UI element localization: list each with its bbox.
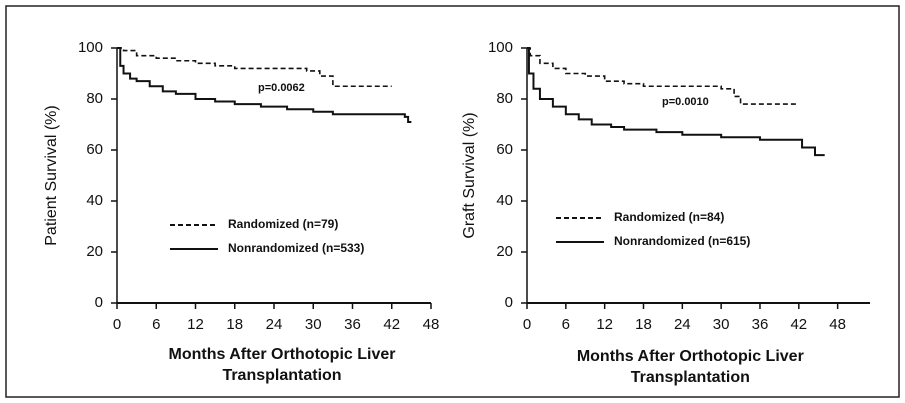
x-tick-label: 0 — [113, 316, 121, 333]
x-tick-label: 36 — [344, 316, 361, 333]
legend-label: Nonrandomized (n=533) — [228, 241, 364, 255]
y-axis-label: Patient Survival (%) — [43, 105, 60, 246]
x-axis-label: Months After Orthotopic Liver — [169, 346, 396, 363]
x-tick-label: 12 — [596, 316, 613, 333]
legend-label: Randomized (n=79) — [228, 217, 338, 231]
p-value-annotation: p=0.0062 — [258, 82, 305, 94]
x-tick-label: 48 — [829, 316, 846, 333]
y-tick-label: 20 — [496, 243, 513, 260]
y-tick-label: 40 — [86, 192, 103, 209]
y-tick-label: 60 — [86, 141, 103, 158]
x-tick-label: 42 — [383, 316, 400, 333]
x-tick-label: 36 — [752, 316, 769, 333]
x-axis-label: Transplantation — [631, 369, 750, 386]
x-tick-label: 48 — [423, 316, 440, 333]
y-tick-label: 100 — [488, 39, 513, 56]
x-tick-label: 30 — [713, 316, 730, 333]
legend-label: Randomized (n=84) — [614, 210, 724, 224]
x-tick-label: 18 — [226, 316, 243, 333]
x-tick-label: 24 — [674, 316, 691, 333]
survival-curve — [527, 47, 825, 157]
y-tick-label: 60 — [496, 141, 513, 158]
x-axis-label: Months After Orthotopic Liver — [577, 348, 804, 365]
p-value-annotation: p=0.0010 — [662, 96, 709, 108]
x-tick-label: 30 — [305, 316, 322, 333]
y-tick-label: 80 — [496, 90, 513, 107]
survival-curve — [527, 47, 799, 105]
x-tick-label: 24 — [266, 316, 283, 333]
legend-label: Nonrandomized (n=615) — [614, 234, 750, 248]
x-tick-label: 18 — [635, 316, 652, 333]
x-tick-label: 6 — [562, 316, 570, 333]
x-tick-label: 42 — [790, 316, 807, 333]
y-tick-label: 40 — [496, 192, 513, 209]
y-tick-label: 0 — [505, 294, 513, 311]
x-tick-label: 0 — [523, 316, 531, 333]
y-tick-label: 20 — [86, 243, 103, 260]
y-tick-label: 0 — [95, 294, 103, 311]
y-tick-label: 80 — [86, 90, 103, 107]
frame — [5, 5, 900, 398]
x-tick-label: 6 — [152, 316, 160, 333]
y-axis-label: Graft Survival (%) — [461, 112, 478, 238]
survival-curve — [117, 47, 392, 88]
x-axis-label: Transplantation — [222, 367, 341, 384]
x-tick-label: 12 — [187, 316, 204, 333]
y-tick-label: 100 — [78, 39, 103, 56]
survival-curve — [117, 47, 412, 123]
